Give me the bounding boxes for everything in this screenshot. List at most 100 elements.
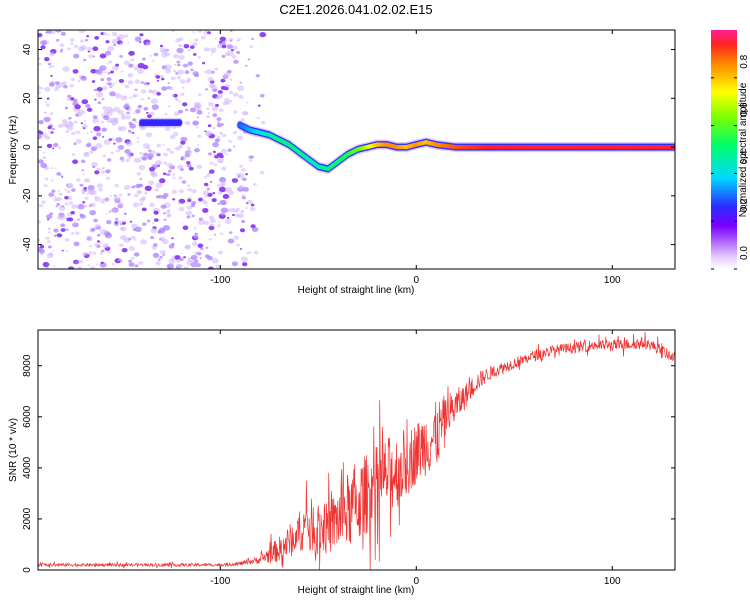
noise-speckle-point: [113, 142, 116, 145]
noise-speckle-point: [119, 157, 124, 161]
noise-speckle-point: [165, 69, 171, 74]
noise-speckle-point: [194, 122, 197, 125]
noise-speckle-point: [67, 266, 75, 269]
noise-speckle-point: [187, 184, 191, 187]
noise-speckle-point: [94, 195, 98, 198]
noise-speckle-point: [158, 195, 163, 199]
noise-speckle-point: [153, 52, 159, 57]
noise-speckle-point: [117, 261, 121, 263]
noise-speckle-point: [163, 161, 168, 165]
noise-speckle-point: [38, 220, 41, 224]
noise-speckle-point: [189, 107, 197, 113]
noise-speckle-point: [70, 42, 74, 45]
noise-speckle-point: [71, 204, 78, 209]
noise-speckle-point: [51, 249, 55, 252]
noise-speckle-point: [203, 71, 206, 74]
noise-speckle-point: [129, 96, 133, 99]
noise-speckle-point: [177, 69, 184, 75]
noise-speckle-point: [44, 177, 49, 181]
noise-speckle-point: [65, 130, 69, 134]
noise-speckle-point: [79, 183, 84, 187]
noise-speckle-point: [224, 153, 228, 156]
noise-speckle-point: [233, 110, 238, 114]
noise-speckle-point: [216, 152, 224, 158]
noise-speckle-point: [216, 117, 222, 121]
noise-speckle-point: [48, 228, 51, 230]
spectrogram-x-axis-label: Height of straight line (km): [298, 285, 415, 296]
noise-speckle-point: [205, 69, 213, 75]
noise-speckle-point: [51, 65, 55, 68]
noise-speckle-point: [139, 202, 144, 206]
noise-speckle-point: [44, 57, 50, 62]
noise-speckle-point: [192, 42, 198, 47]
snr-y-ticks: 0 2000 4000 6000 8000: [22, 354, 675, 573]
noise-speckle-point: [110, 70, 114, 74]
noise-speckle-point: [85, 143, 92, 148]
noise-speckle-point: [96, 133, 101, 137]
noise-speckle-point: [94, 224, 102, 230]
spectrogram-y-axis-label: Frequency (Hz): [8, 116, 19, 185]
noise-speckle-point: [108, 210, 112, 213]
snr-series-line: [38, 331, 675, 570]
noise-speckle-point: [70, 123, 74, 126]
noise-speckle-point: [156, 79, 160, 82]
noise-speckle-point: [250, 224, 256, 229]
noise-speckle-point: [198, 197, 203, 202]
noise-speckle-point: [38, 248, 45, 254]
noise-speckle-point: [56, 172, 62, 176]
noise-speckle-point: [249, 155, 255, 159]
spectrogram-frame: [37, 29, 676, 270]
noise-speckle-point: [172, 173, 176, 176]
noise-speckle-point: [187, 198, 192, 203]
noise-speckle-point: [120, 223, 123, 226]
noise-speckle-point: [147, 156, 153, 161]
noise-speckle-point: [178, 189, 184, 194]
noise-speckle-point: [206, 205, 209, 207]
noise-speckle-point: [191, 201, 197, 205]
noise-speckle-point: [133, 193, 139, 198]
noise-speckle-point: [126, 141, 133, 147]
noise-speckle-point: [260, 93, 265, 98]
noise-speckle-point: [205, 130, 213, 136]
noise-speckle-point: [153, 218, 159, 222]
noise-speckle-point: [159, 250, 166, 255]
noise-speckle-point: [135, 183, 141, 189]
noise-speckle-point: [73, 120, 78, 124]
noise-speckle-point: [212, 192, 216, 195]
noise-speckle-point: [107, 33, 110, 36]
noise-speckle-point: [110, 208, 117, 213]
noise-speckle-point: [151, 104, 159, 110]
colorbar-tick-label: 0.4: [739, 150, 750, 164]
noise-speckle-point: [221, 166, 227, 171]
noise-speckle-point: [239, 164, 243, 168]
noise-speckle-point: [85, 193, 88, 195]
noise-speckle-point: [251, 227, 259, 232]
noise-speckle-point: [220, 85, 227, 90]
noise-speckle-point: [143, 106, 149, 111]
noise-speckle-point: [136, 104, 143, 110]
snr-plot-area: [38, 330, 675, 570]
noise-speckle-point: [219, 232, 224, 235]
noise-speckle-point: [128, 246, 136, 251]
noise-speckle-point: [53, 142, 59, 148]
noise-speckle-point: [186, 260, 194, 266]
noise-speckle-point: [38, 33, 43, 38]
noise-speckle-point: [227, 148, 232, 152]
noise-speckle-point: [144, 82, 149, 86]
noise-speckle-point: [90, 130, 94, 133]
noise-speckle-point: [139, 152, 143, 155]
noise-speckle-point: [115, 217, 119, 221]
noise-speckle-point: [128, 259, 132, 263]
noise-speckle-point: [186, 64, 190, 67]
noise-speckle-point: [209, 218, 216, 223]
noise-speckle-point: [188, 49, 191, 51]
noise-speckle-point: [52, 147, 55, 150]
noise-speckle-point: [178, 100, 182, 103]
noise-speckle-point: [38, 85, 42, 90]
noise-speckle-point: [217, 90, 223, 94]
noise-speckle-point: [103, 232, 107, 235]
noise-speckle-point: [102, 136, 105, 138]
noise-speckle-point: [67, 183, 74, 189]
noise-speckle-point: [182, 63, 188, 68]
